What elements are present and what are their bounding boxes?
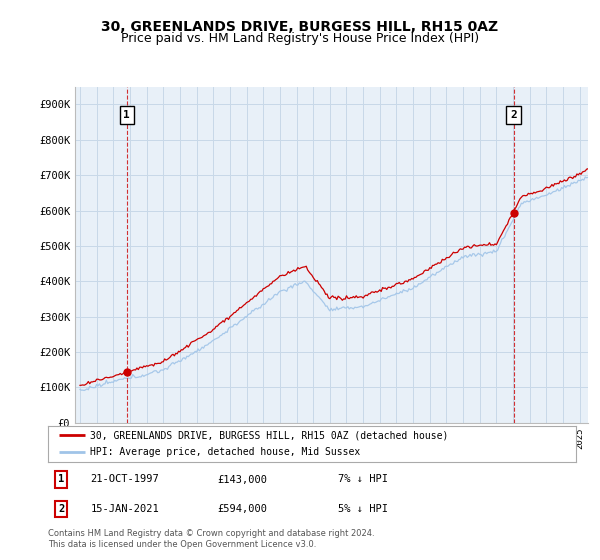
Text: £143,000: £143,000 [217,474,267,484]
Text: 30, GREENLANDS DRIVE, BURGESS HILL, RH15 0AZ: 30, GREENLANDS DRIVE, BURGESS HILL, RH15… [101,20,499,34]
Text: 21-OCT-1997: 21-OCT-1997 [90,474,159,484]
Text: Contains HM Land Registry data © Crown copyright and database right 2024.
This d: Contains HM Land Registry data © Crown c… [48,529,374,549]
Text: 1: 1 [58,474,64,484]
Text: HPI: Average price, detached house, Mid Sussex: HPI: Average price, detached house, Mid … [90,447,361,457]
Text: Price paid vs. HM Land Registry's House Price Index (HPI): Price paid vs. HM Land Registry's House … [121,32,479,45]
Text: 5% ↓ HPI: 5% ↓ HPI [338,504,388,514]
Text: 2: 2 [511,110,517,120]
Text: 2: 2 [58,504,64,514]
Text: £594,000: £594,000 [217,504,267,514]
Text: 15-JAN-2021: 15-JAN-2021 [90,504,159,514]
Text: 7% ↓ HPI: 7% ↓ HPI [338,474,388,484]
Text: 1: 1 [124,110,130,120]
Text: 30, GREENLANDS DRIVE, BURGESS HILL, RH15 0AZ (detached house): 30, GREENLANDS DRIVE, BURGESS HILL, RH15… [90,431,449,440]
